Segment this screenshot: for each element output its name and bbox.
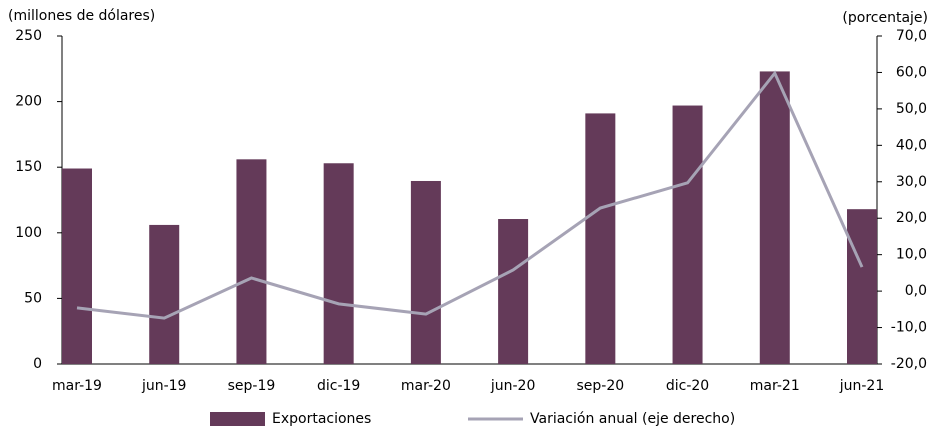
y-tick-label: 150 [15,159,42,175]
y2-tick-label: 70,0 [896,28,927,44]
x-tick-label: mar-19 [52,378,102,394]
bar [410,180,441,364]
y-axis-label: (millones de dólares) [8,8,155,24]
y2-tick-label: -20,0 [891,356,927,372]
y2-tick-label: 0,0 [905,283,927,299]
y2-tick-label: -10,0 [891,320,927,336]
y2-tick-label: 20,0 [896,210,927,226]
y2-tick-label: 30,0 [896,174,927,190]
x-tick-label: sep-19 [228,378,276,394]
y-tick-label: 0 [33,356,42,372]
x-tick-label: jun-20 [490,378,536,394]
y-tick-label: 250 [15,28,42,44]
bar [323,163,354,364]
bar [759,71,790,364]
x-tick-label: mar-21 [750,378,800,394]
x-tick-label: sep-20 [576,378,624,394]
y-tick-label: 50 [24,290,42,306]
y2-axis-label: (porcentaje) [842,10,928,26]
bar [149,224,180,364]
y2-tick-label: 50,0 [896,101,927,117]
legend-label: Exportaciones [272,411,371,427]
x-tick-label: dic-20 [666,378,709,394]
legend-swatch [210,412,265,426]
y-tick-label: 200 [15,94,42,110]
x-tick-label: jun-19 [141,378,187,394]
bar [585,113,616,365]
bar [236,159,267,364]
x-tick-label: jun-21 [839,378,885,394]
y2-tick-label: 10,0 [896,247,927,263]
line [76,70,864,320]
y2-tick-label: 40,0 [896,137,927,153]
bar [62,168,92,364]
bar [672,105,703,364]
x-tick-label: mar-20 [401,378,451,394]
y2-tick-label: 60,0 [896,64,927,80]
legend-label: Variación anual (eje derecho) [530,411,735,427]
y-tick-label: 100 [15,225,42,241]
bar [847,209,877,364]
x-tick-label: dic-19 [317,378,360,394]
bar [498,219,529,364]
